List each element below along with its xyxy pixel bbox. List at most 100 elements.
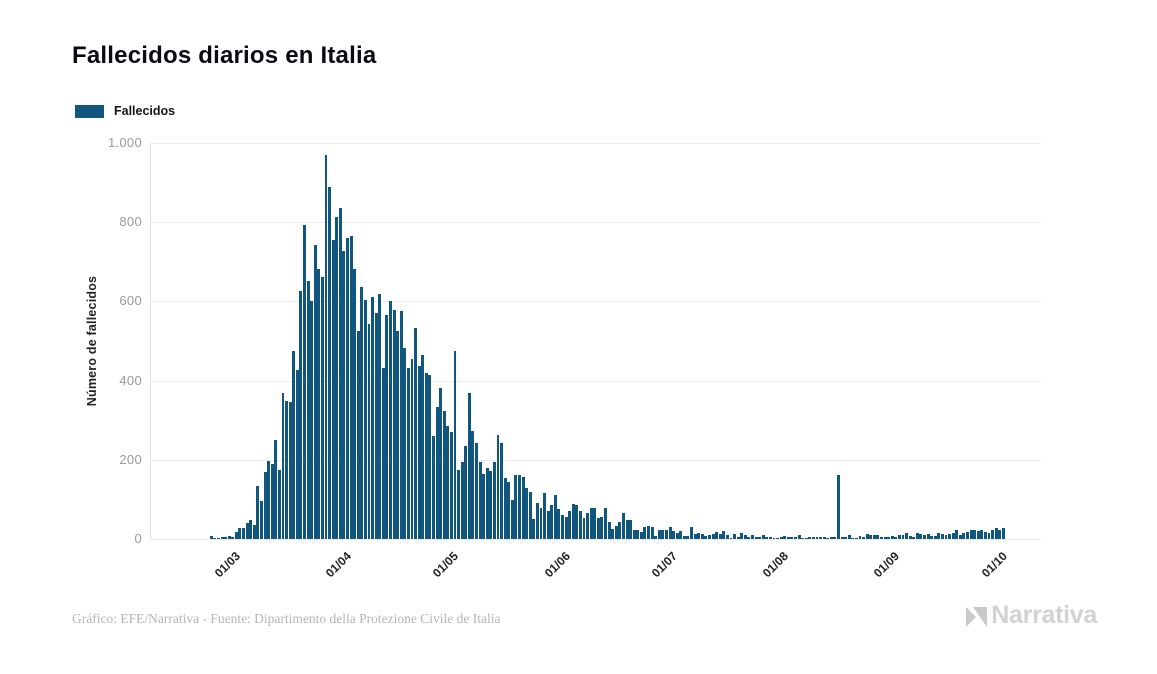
bar (923, 535, 926, 539)
bar (220, 537, 224, 539)
bar (335, 217, 339, 539)
bar (392, 310, 396, 539)
bar (374, 313, 378, 539)
bar (837, 474, 840, 539)
gridline (150, 143, 1041, 144)
bar (324, 155, 328, 539)
bar (553, 495, 557, 539)
bar (482, 473, 486, 539)
bar (618, 521, 622, 539)
bar (518, 475, 521, 539)
bar (969, 530, 973, 539)
bar (847, 535, 851, 539)
bar (743, 535, 747, 539)
bar (876, 535, 880, 539)
bar (772, 537, 776, 539)
y-axis-line (150, 143, 151, 539)
bar (381, 368, 385, 539)
bar (471, 430, 475, 539)
bar (331, 239, 335, 539)
y-tick-label: 600 (119, 293, 142, 309)
bar (604, 508, 607, 539)
bar (478, 462, 482, 539)
bar (948, 533, 952, 539)
bar (614, 525, 618, 539)
bar (937, 533, 941, 539)
bar (632, 529, 636, 539)
bar (449, 432, 453, 539)
bar (371, 297, 375, 539)
bar (596, 518, 600, 539)
bar (636, 529, 640, 539)
bar (306, 281, 310, 539)
bar (507, 481, 511, 539)
bar (500, 443, 504, 539)
bar (475, 442, 478, 539)
bar (238, 528, 242, 539)
bar (951, 533, 955, 539)
bar (747, 536, 751, 539)
legend-label: Fallecidos (114, 104, 176, 118)
bar (485, 468, 489, 539)
bar (675, 533, 679, 539)
x-tick-label: 01/05 (430, 549, 462, 581)
bar (808, 536, 812, 539)
bar (826, 537, 830, 539)
plot-area (150, 143, 1041, 540)
bar (600, 516, 604, 539)
bar (851, 537, 855, 539)
bar (313, 244, 317, 539)
bar (378, 293, 382, 539)
bar (564, 517, 568, 539)
bar (575, 505, 579, 539)
bar (317, 268, 321, 539)
bar (815, 536, 819, 539)
bar (525, 487, 529, 539)
bar (625, 520, 629, 539)
bar (962, 533, 966, 539)
bar (994, 527, 998, 539)
bar (733, 533, 737, 539)
bar (822, 537, 826, 539)
bar (758, 537, 762, 539)
bar (690, 527, 694, 539)
bar (353, 269, 357, 539)
bar (926, 534, 930, 539)
bar (496, 435, 500, 539)
bar (303, 224, 306, 539)
bar (568, 510, 572, 539)
bar (912, 536, 916, 539)
bar (751, 535, 754, 539)
bar (571, 504, 575, 539)
bar (446, 426, 450, 539)
bar (310, 301, 314, 539)
bar (854, 537, 858, 539)
bar (783, 535, 787, 539)
bar (342, 251, 346, 539)
bar (439, 387, 443, 539)
bar (277, 469, 281, 539)
bar (865, 533, 869, 539)
bar (905, 532, 909, 539)
bar (514, 474, 518, 539)
bar (457, 470, 461, 539)
gridline (150, 301, 1041, 303)
bar (998, 529, 1002, 539)
bar (987, 532, 991, 539)
bar (424, 372, 428, 539)
bar (389, 300, 392, 539)
bar (718, 533, 722, 539)
bar (704, 536, 708, 539)
bar (385, 314, 389, 539)
bar (686, 535, 690, 539)
bar (991, 529, 995, 539)
bar (711, 533, 715, 539)
bar (915, 533, 919, 539)
legend: Fallecidos (75, 104, 175, 118)
bar (328, 186, 332, 539)
x-tick-label: 01/09 (871, 549, 903, 581)
x-tick-label: 01/06 (541, 549, 573, 581)
bar (234, 531, 238, 539)
bar (503, 478, 507, 539)
narrativa-logo-text: Narrativa (991, 601, 1097, 629)
